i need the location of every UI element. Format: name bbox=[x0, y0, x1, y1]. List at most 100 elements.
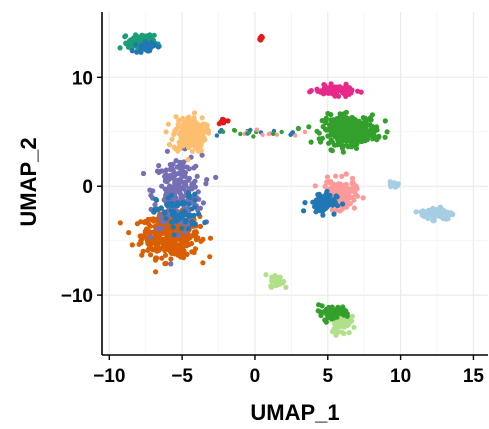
data-point bbox=[266, 131, 272, 137]
data-point bbox=[200, 260, 206, 266]
data-point bbox=[162, 209, 168, 215]
data-point bbox=[186, 201, 192, 207]
data-point bbox=[342, 312, 348, 318]
data-point bbox=[323, 118, 329, 124]
data-point bbox=[176, 216, 182, 222]
data-point bbox=[182, 229, 188, 235]
data-point bbox=[176, 189, 182, 195]
x-tick-label: 5 bbox=[322, 366, 333, 387]
data-point bbox=[158, 213, 164, 219]
data-point bbox=[192, 144, 198, 150]
data-point bbox=[343, 83, 349, 90]
data-point bbox=[295, 125, 301, 132]
data-point bbox=[140, 35, 146, 41]
data-point bbox=[158, 205, 164, 211]
data-point bbox=[163, 215, 169, 222]
data-point bbox=[283, 284, 289, 290]
data-point bbox=[177, 144, 183, 150]
data-point bbox=[327, 86, 334, 92]
data-point bbox=[271, 131, 276, 136]
data-point bbox=[165, 121, 171, 127]
data-point bbox=[185, 157, 191, 163]
data-point bbox=[173, 114, 179, 120]
data-point bbox=[164, 148, 170, 154]
data-point bbox=[345, 144, 351, 150]
data-point bbox=[274, 132, 280, 137]
data-point bbox=[158, 238, 164, 244]
data-point bbox=[202, 219, 208, 226]
data-point bbox=[332, 199, 338, 205]
data-point bbox=[145, 239, 151, 245]
data-point bbox=[185, 226, 191, 232]
data-point bbox=[347, 137, 353, 143]
data-point bbox=[418, 209, 424, 215]
data-point bbox=[326, 311, 332, 317]
data-point bbox=[184, 135, 190, 141]
y-tick-label: −10 bbox=[61, 286, 93, 307]
data-point bbox=[197, 223, 204, 229]
data-point bbox=[171, 144, 177, 150]
data-point bbox=[193, 129, 199, 135]
y-tick-label: 0 bbox=[82, 177, 93, 198]
data-point bbox=[328, 81, 334, 87]
data-point bbox=[176, 139, 182, 145]
data-point bbox=[150, 188, 156, 194]
data-point bbox=[324, 127, 330, 133]
data-point bbox=[200, 236, 206, 242]
data-point bbox=[191, 110, 198, 116]
data-point bbox=[327, 192, 333, 199]
data-point bbox=[355, 124, 361, 130]
data-point bbox=[238, 131, 243, 137]
data-point bbox=[320, 124, 326, 130]
data-point bbox=[312, 183, 318, 189]
data-point bbox=[349, 313, 355, 319]
data-point bbox=[336, 93, 342, 99]
data-point bbox=[213, 174, 219, 180]
data-point bbox=[338, 113, 344, 119]
data-point bbox=[343, 171, 349, 177]
data-point bbox=[168, 256, 174, 262]
data-point bbox=[306, 124, 312, 130]
data-point bbox=[171, 232, 177, 238]
data-point bbox=[354, 129, 360, 135]
data-point bbox=[168, 261, 174, 267]
data-point bbox=[338, 129, 344, 135]
data-point bbox=[162, 252, 169, 258]
x-tick-label: 10 bbox=[390, 366, 411, 387]
data-point bbox=[391, 180, 397, 186]
data-point bbox=[185, 115, 191, 121]
axes bbox=[97, 12, 488, 360]
x-axis-title: UMAP_1 bbox=[250, 400, 339, 425]
data-point bbox=[163, 129, 169, 135]
data-point bbox=[329, 148, 335, 154]
data-point bbox=[302, 129, 308, 135]
data-point bbox=[348, 90, 354, 96]
data-point bbox=[335, 138, 341, 144]
data-point bbox=[189, 129, 195, 135]
data-point bbox=[128, 37, 134, 43]
data-point bbox=[167, 183, 173, 189]
data-point bbox=[347, 188, 353, 194]
data-point bbox=[220, 129, 226, 134]
data-point bbox=[273, 283, 279, 289]
data-point bbox=[196, 211, 202, 217]
data-point bbox=[308, 139, 314, 145]
data-point bbox=[413, 209, 419, 215]
data-point bbox=[181, 159, 187, 165]
grid-lines bbox=[102, 12, 488, 355]
data-point bbox=[382, 134, 388, 140]
data-point bbox=[147, 234, 154, 240]
data-point bbox=[150, 238, 156, 244]
data-point bbox=[183, 217, 189, 224]
data-point bbox=[343, 109, 349, 115]
data-point bbox=[197, 205, 203, 211]
y-tick-label: 10 bbox=[72, 68, 93, 89]
data-point bbox=[355, 137, 361, 143]
data-point bbox=[198, 142, 204, 149]
data-point bbox=[356, 120, 363, 126]
data-point bbox=[204, 177, 210, 183]
data-point bbox=[425, 215, 431, 221]
data-point bbox=[182, 131, 188, 137]
data-point bbox=[171, 131, 177, 138]
data-point bbox=[353, 145, 360, 151]
